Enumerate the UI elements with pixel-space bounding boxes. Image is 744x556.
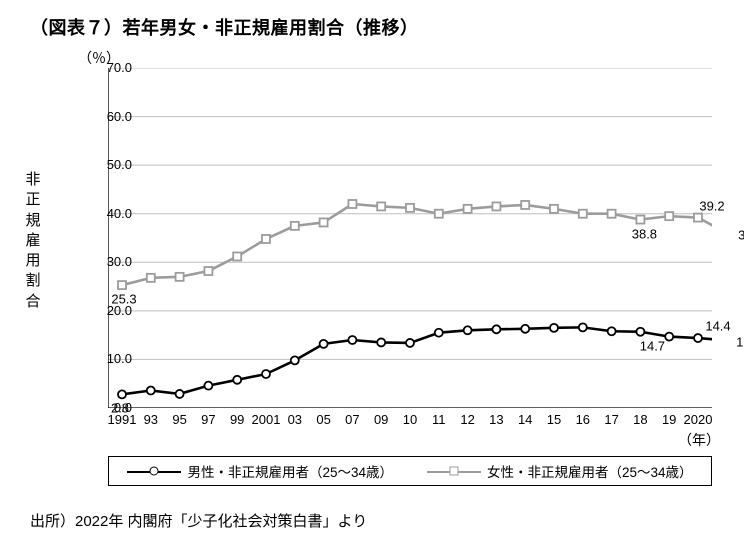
x-tick-label: 97 xyxy=(201,412,215,427)
value-annotation: 2.8 xyxy=(111,401,129,416)
x-tick-label: 99 xyxy=(230,412,244,427)
x-tick-label: 93 xyxy=(144,412,158,427)
x-tick-label: 2020 xyxy=(684,412,713,427)
value-annotation: 36.0 xyxy=(738,228,744,243)
y-tick-label: 70.0 xyxy=(92,60,132,75)
x-tick-label: 16 xyxy=(576,412,590,427)
legend-item-female: 女性・非正規雇用者（25〜34歳） xyxy=(427,461,693,481)
value-annotation: 39.2 xyxy=(699,198,724,213)
legend-label-male: 男性・非正規雇用者（25〜34歳） xyxy=(187,461,393,481)
x-tick-label: 2001 xyxy=(252,412,281,427)
plot-area xyxy=(108,68,712,408)
y-axis-title: 非正規雇用割合 xyxy=(24,170,42,312)
plot-svg xyxy=(108,68,712,408)
x-tick-label: 11 xyxy=(432,412,446,427)
x-tick-label: 13 xyxy=(489,412,503,427)
x-tick-label: 95 xyxy=(172,412,186,427)
x-tick-label: 05 xyxy=(316,412,330,427)
x-tick-label: 15 xyxy=(547,412,561,427)
x-tick-label: 12 xyxy=(460,412,474,427)
value-annotation: 14.7 xyxy=(640,338,665,353)
x-axis-unit: （年） xyxy=(678,430,720,450)
legend: 男性・非正規雇用者（25〜34歳） 女性・非正規雇用者（25〜34歳） xyxy=(108,456,712,486)
x-tick-label: 09 xyxy=(374,412,388,427)
y-tick-label: 40.0 xyxy=(92,206,132,221)
x-tick-label: 19 xyxy=(662,412,676,427)
legend-label-female: 女性・非正規雇用者（25〜34歳） xyxy=(487,461,693,481)
value-annotation: 13.9 xyxy=(736,335,744,350)
x-tick-label: 18 xyxy=(633,412,647,427)
y-tick-label: 30.0 xyxy=(92,254,132,269)
y-tick-label: 10.0 xyxy=(92,351,132,366)
x-tick-label: 03 xyxy=(288,412,302,427)
legend-swatch-male xyxy=(127,464,181,478)
chart-container: { "title": "（図表７）若年男女・非正規雇用割合（推移）", "y_u… xyxy=(0,0,744,556)
value-annotation: 38.8 xyxy=(632,226,657,241)
value-annotation: 25.3 xyxy=(111,292,136,307)
legend-swatch-female xyxy=(427,464,481,478)
x-tick-label: 07 xyxy=(345,412,359,427)
value-annotation: 14.4 xyxy=(705,319,730,334)
y-tick-label: 50.0 xyxy=(92,157,132,172)
x-tick-label: 10 xyxy=(403,412,417,427)
legend-item-male: 男性・非正規雇用者（25〜34歳） xyxy=(127,461,393,481)
source-text: 出所）2022年 内閣府「少子化社会対策白書」より xyxy=(30,510,367,531)
chart-title: （図表７）若年男女・非正規雇用割合（推移） xyxy=(30,14,419,40)
x-tick-label: 17 xyxy=(604,412,618,427)
y-tick-label: 60.0 xyxy=(92,109,132,124)
x-tick-label: 14 xyxy=(518,412,532,427)
